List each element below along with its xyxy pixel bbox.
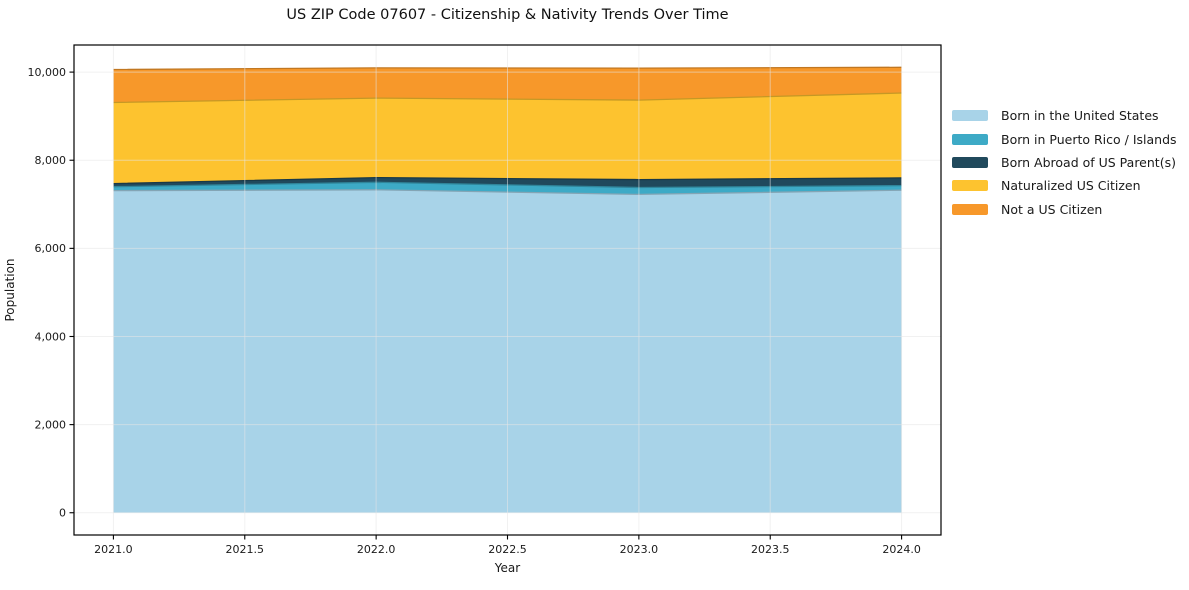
y-tick-label: 0 bbox=[59, 507, 66, 520]
legend-swatch bbox=[952, 180, 988, 192]
legend-label: Not a US Citizen bbox=[1001, 201, 1103, 217]
x-tick-label: 2022.5 bbox=[488, 543, 527, 556]
y-tick-label: 2,000 bbox=[35, 418, 67, 431]
x-tick-label: 2024.0 bbox=[882, 543, 921, 556]
x-tick-label: 2021.0 bbox=[94, 543, 133, 556]
legend-item-born-abroad-of-us-parent-s: Born Abroad of US Parent(s) bbox=[952, 151, 1177, 174]
x-axis-label: Year bbox=[494, 561, 520, 575]
legend-label: Naturalized US Citizen bbox=[1001, 178, 1141, 194]
legend-swatch bbox=[952, 110, 988, 122]
x-tick-label: 2023.5 bbox=[751, 543, 790, 556]
y-axis-label: Population bbox=[3, 258, 17, 321]
x-tick-label: 2022.0 bbox=[357, 543, 396, 556]
legend-label: Born in the United States bbox=[1001, 108, 1159, 124]
legend-label: Born Abroad of US Parent(s) bbox=[1001, 154, 1176, 170]
legend-item-not-a-us-citizen: Not a US Citizen bbox=[952, 198, 1177, 221]
legend-swatch bbox=[952, 203, 988, 215]
y-tick-label: 4,000 bbox=[35, 330, 67, 343]
x-tick-label: 2021.5 bbox=[226, 543, 265, 556]
legend-item-born-in-the-united-states: Born in the United States bbox=[952, 104, 1177, 127]
legend-item-naturalized-us-citizen: Naturalized US Citizen bbox=[952, 174, 1177, 197]
legend-swatch bbox=[952, 133, 988, 145]
y-tick-label: 10,000 bbox=[28, 66, 67, 79]
legend: Born in the United States Born in Puerto … bbox=[952, 104, 1177, 221]
y-tick-label: 6,000 bbox=[35, 242, 67, 255]
legend-item-born-in-puerto-rico-islands: Born in Puerto Rico / Islands bbox=[952, 127, 1177, 150]
y-tick-label: 8,000 bbox=[35, 154, 67, 167]
chart-title: US ZIP Code 07607 - Citizenship & Nativi… bbox=[286, 7, 729, 23]
legend-swatch bbox=[952, 156, 988, 168]
legend-label: Born in Puerto Rico / Islands bbox=[1001, 131, 1177, 147]
x-tick-label: 2023.0 bbox=[620, 543, 659, 556]
